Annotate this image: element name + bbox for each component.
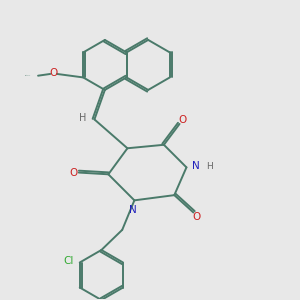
Text: O: O (192, 212, 200, 222)
Text: methoxy: methoxy (25, 74, 32, 76)
Text: O: O (70, 168, 78, 178)
Text: N: N (192, 161, 200, 171)
Text: H: H (79, 113, 86, 123)
Text: N: N (129, 205, 136, 215)
Text: H: H (206, 162, 212, 171)
Text: O: O (49, 68, 57, 78)
Text: O: O (178, 115, 186, 125)
Text: Cl: Cl (63, 256, 74, 266)
